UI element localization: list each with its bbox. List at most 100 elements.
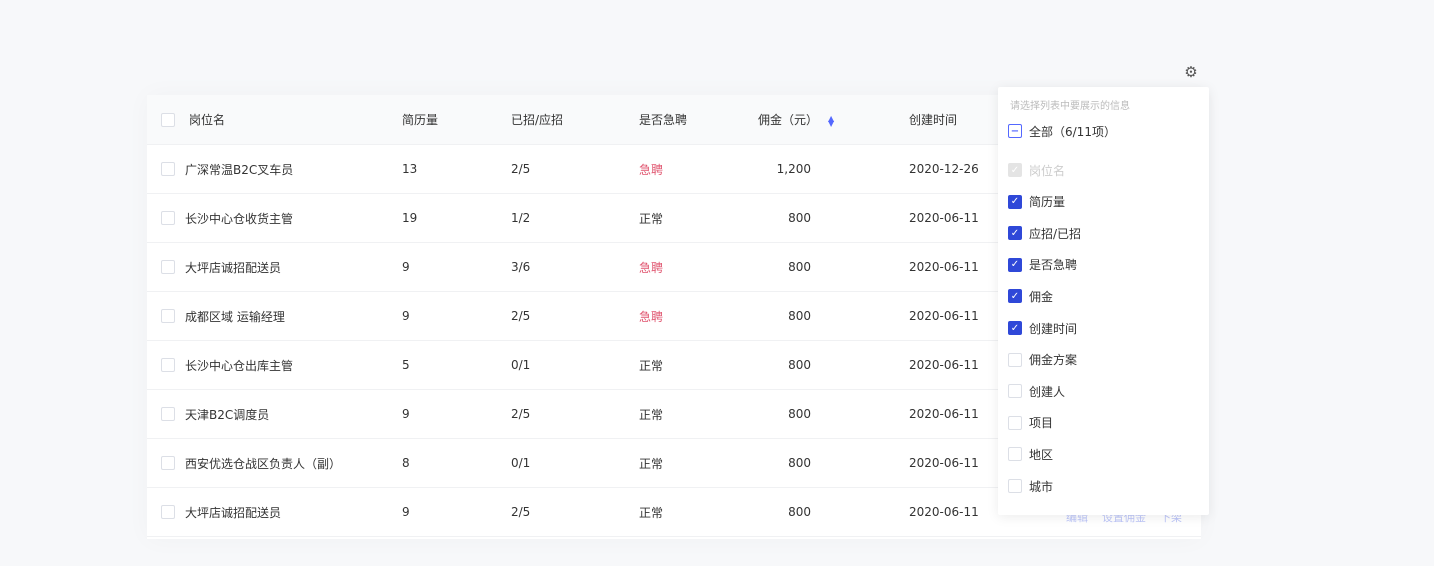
urgent-status: 正常	[639, 358, 664, 373]
commission: 800	[788, 407, 811, 421]
column-option[interactable]: 城市	[1008, 478, 1053, 494]
column-settings-panel: 请选择列表中要展示的信息 − 全部（6/11项） ✓ 岗位名 ✓ 简历量 ✓ 应招/已招 ✓ 是…	[998, 87, 1209, 515]
commission: 800	[788, 260, 811, 274]
urgent-status: 急聘	[639, 309, 664, 324]
select-all-label: 全部（6/11项）	[1029, 124, 1116, 139]
col-created: 创建时间	[909, 113, 958, 127]
created-date: 2020-06-11	[909, 260, 979, 274]
hired-count: 2/5	[511, 309, 531, 323]
row-checkbox[interactable]	[161, 260, 175, 274]
hired-count: 1/2	[511, 211, 531, 225]
job-name: 广深常温B2C叉车员	[185, 162, 294, 177]
table-row[interactable]: 成都区域 运输经理 9 2/5 急聘 800 2020-06-11	[147, 292, 1201, 341]
checkbox[interactable]	[1008, 447, 1022, 462]
table-row[interactable]: 大坪店诚招配送员 9 3/6 急聘 800 2020-06-11	[147, 243, 1201, 292]
checkbox[interactable]: ✓	[1008, 194, 1022, 209]
column-option[interactable]: 创建人	[1008, 383, 1065, 399]
checkbox: ✓	[1008, 163, 1022, 177]
hired-count: 2/5	[511, 407, 531, 421]
column-option[interactable]: ✓ 应招/已招	[1008, 225, 1081, 241]
column-option[interactable]: 佣金方案	[1008, 352, 1077, 368]
job-name: 西安优选仓战区负责人（副）	[185, 456, 342, 471]
col-name: 岗位名	[189, 113, 226, 127]
column-option-label: 创建时间	[1029, 321, 1078, 336]
checkbox[interactable]: ✓	[1008, 257, 1022, 272]
checkbox[interactable]: ✓	[1008, 226, 1022, 241]
checkbox[interactable]: ✓	[1008, 321, 1022, 335]
hired-count: 3/6	[511, 260, 531, 274]
urgent-status: 正常	[639, 456, 664, 471]
job-name: 长沙中心仓出库主管	[185, 358, 294, 373]
checkbox[interactable]	[1008, 384, 1022, 399]
column-option[interactable]: 地区	[1008, 446, 1053, 462]
indeterminate-checkbox[interactable]: −	[1008, 124, 1022, 138]
table-row[interactable]: 西安优选仓战区负责人（副） 8 0/1 正常 800 2020-06-11	[147, 439, 1201, 488]
resume-count: 9	[402, 407, 410, 421]
select-all-columns[interactable]: − 全部（6/11项）	[1008, 123, 1116, 139]
col-hired: 已招/应招	[511, 113, 564, 127]
hired-count: 0/1	[511, 358, 531, 372]
commission: 800	[788, 309, 811, 323]
created-date: 2020-06-11	[909, 407, 979, 421]
urgent-status: 急聘	[639, 162, 664, 177]
job-name: 天津B2C调度员	[185, 407, 270, 422]
col-urgent: 是否急聘	[639, 113, 688, 127]
column-option: ✓ 岗位名	[1008, 162, 1065, 178]
column-option-label: 项目	[1029, 416, 1054, 431]
panel-title: 请选择列表中要展示的信息	[1010, 101, 1130, 112]
resume-count: 19	[402, 211, 418, 225]
checkbox[interactable]: ✓	[1008, 289, 1022, 304]
table-row[interactable]: 天津B2C调度员 9 2/5 正常 800 2020-06-11	[147, 390, 1201, 439]
resume-count: 5	[402, 358, 410, 372]
commission: 800	[788, 211, 811, 225]
select-all-checkbox[interactable]	[161, 112, 175, 127]
row-checkbox[interactable]	[161, 358, 175, 372]
resume-count: 13	[402, 162, 418, 176]
col-commission-label: 佣金（元）	[758, 113, 819, 127]
commission: 800	[788, 505, 811, 519]
table-row[interactable]: 广深常温B2C叉车员 13 2/5 急聘 1,200 2020-12-26	[147, 145, 1201, 194]
gear-icon[interactable]: ⚙	[1184, 63, 1198, 81]
hired-count: 2/5	[511, 162, 531, 176]
column-option[interactable]: ✓ 是否急聘	[1008, 257, 1077, 273]
col-resumes: 简历量	[402, 113, 439, 127]
created-date: 2020-06-11	[909, 309, 979, 323]
column-option[interactable]: ✓ 佣金	[1008, 288, 1053, 304]
column-option-label: 佣金方案	[1029, 353, 1078, 368]
column-option[interactable]: ✓ 简历量	[1008, 194, 1065, 210]
row-checkbox[interactable]	[161, 456, 175, 470]
column-option-label: 应招/已招	[1029, 226, 1082, 241]
checkbox[interactable]	[1008, 352, 1022, 367]
hired-count: 2/5	[511, 505, 531, 519]
column-option-label: 简历量	[1029, 195, 1066, 210]
column-option-label: 城市	[1029, 479, 1054, 494]
urgent-status: 正常	[639, 407, 664, 422]
job-name: 大坪店诚招配送员	[185, 505, 282, 520]
job-name: 成都区域 运输经理	[185, 309, 285, 324]
column-option-label: 佣金	[1029, 289, 1054, 304]
col-commission[interactable]: 佣金（元） ▲ ▼	[758, 111, 834, 128]
created-date: 2020-06-11	[909, 211, 979, 225]
resume-count: 8	[402, 456, 410, 470]
column-option[interactable]: ✓ 创建时间	[1008, 320, 1077, 336]
created-date: 2020-06-11	[909, 505, 979, 519]
sort-icon[interactable]: ▲ ▼	[828, 113, 835, 128]
table-row[interactable]: 长沙中心仓出库主管 5 0/1 正常 800 2020-06-11	[147, 341, 1201, 390]
row-checkbox[interactable]	[161, 211, 175, 225]
column-option-label: 创建人	[1029, 384, 1066, 399]
commission: 1,200	[776, 162, 811, 176]
checkbox[interactable]	[1008, 415, 1022, 430]
row-checkbox[interactable]	[161, 505, 175, 519]
row-checkbox[interactable]	[161, 162, 175, 176]
commission: 800	[788, 456, 811, 470]
checkbox[interactable]	[1008, 479, 1022, 493]
row-checkbox[interactable]	[161, 309, 175, 323]
urgent-status: 正常	[639, 505, 664, 520]
urgent-status: 正常	[639, 211, 664, 226]
table-row[interactable]: 长沙中心仓收货主管 19 1/2 正常 800 2020-06-11	[147, 194, 1201, 243]
column-option[interactable]: 项目	[1008, 415, 1053, 431]
job-name: 大坪店诚招配送员	[185, 260, 282, 275]
row-checkbox[interactable]	[161, 407, 175, 421]
created-date: 2020-06-11	[909, 358, 979, 372]
table-row[interactable]: 大坪店诚招配送员 9 2/5 正常 800 2020-06-11	[147, 488, 1201, 537]
